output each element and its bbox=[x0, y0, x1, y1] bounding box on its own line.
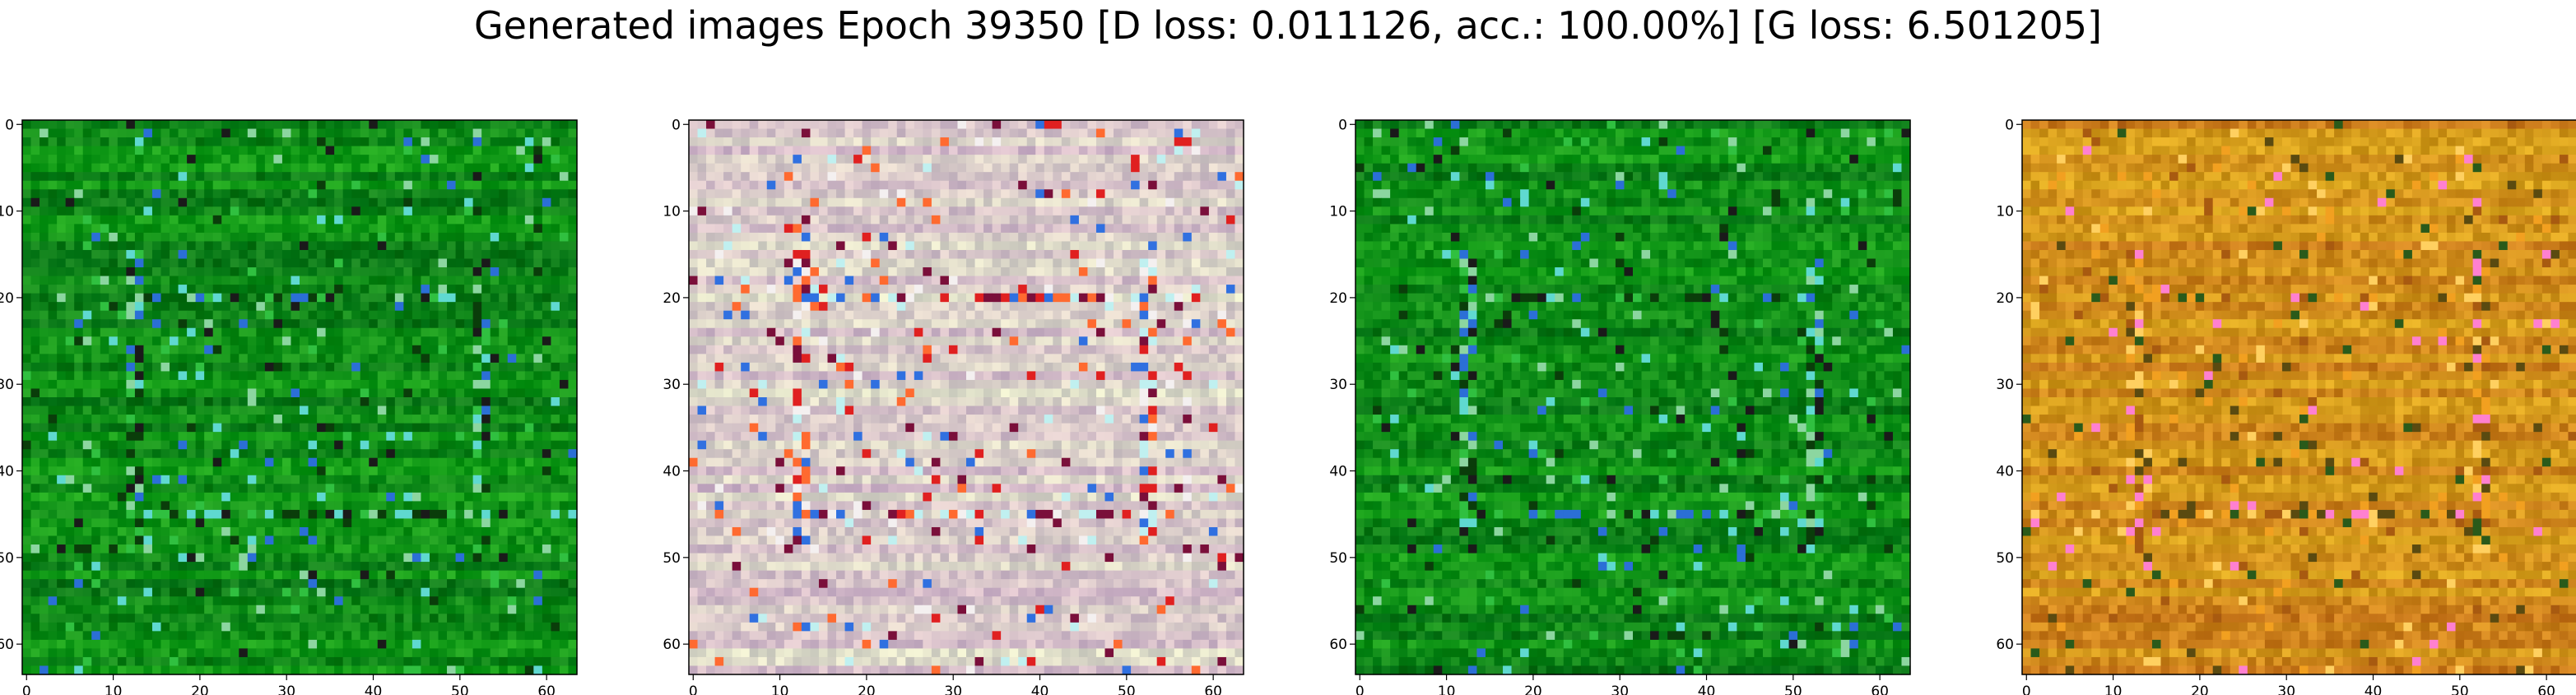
svg-text:30: 30 bbox=[0, 377, 14, 393]
x-tick-20: 20 bbox=[191, 674, 209, 695]
y-tick-10: 10 bbox=[1329, 204, 1355, 220]
x-tick-40: 40 bbox=[1031, 674, 1049, 695]
x-tick-20: 20 bbox=[1524, 674, 1542, 695]
figure-title: Generated images Epoch 39350 [D loss: 0.… bbox=[473, 3, 2103, 48]
x-tick-30: 30 bbox=[2277, 674, 2295, 695]
image-panel-3 bbox=[1355, 120, 1911, 675]
y-tick-50: 50 bbox=[0, 550, 22, 567]
x-tick-60: 60 bbox=[537, 674, 556, 695]
y-tick-60: 60 bbox=[1996, 637, 2022, 653]
y-tick-10: 10 bbox=[0, 204, 22, 220]
svg-text:50: 50 bbox=[451, 683, 469, 695]
y-tick-10: 10 bbox=[663, 204, 689, 220]
svg-text:40: 40 bbox=[0, 464, 14, 480]
axes-frame-1 bbox=[21, 119, 578, 675]
y-tick-20: 20 bbox=[1996, 290, 2022, 307]
image-panel-4 bbox=[2022, 120, 2576, 675]
x-tick-20: 20 bbox=[2191, 674, 2209, 695]
axes-frame-2 bbox=[688, 119, 1244, 675]
x-tick-30: 30 bbox=[1611, 674, 1629, 695]
x-tick-60: 60 bbox=[1871, 674, 1889, 695]
y-tick-30: 30 bbox=[0, 377, 22, 393]
x-tick-50: 50 bbox=[451, 674, 469, 695]
y-tick-20: 20 bbox=[0, 290, 22, 307]
x-tick-10: 10 bbox=[1438, 674, 1455, 695]
x-tick-10: 10 bbox=[105, 674, 123, 695]
svg-text:50: 50 bbox=[0, 550, 14, 567]
x-tick-40: 40 bbox=[1698, 674, 1715, 695]
x-tick-60: 60 bbox=[2537, 674, 2555, 695]
y-tick-60: 60 bbox=[0, 637, 22, 653]
x-tick-30: 30 bbox=[944, 674, 962, 695]
svg-text:60: 60 bbox=[0, 637, 14, 653]
svg-text:40: 40 bbox=[365, 683, 383, 695]
y-tick-40: 40 bbox=[1329, 464, 1355, 480]
x-tick-60: 60 bbox=[1204, 674, 1222, 695]
x-tick-40: 40 bbox=[365, 674, 383, 695]
svg-text:20: 20 bbox=[0, 290, 14, 307]
y-tick-50: 50 bbox=[663, 550, 689, 567]
svg-text:60: 60 bbox=[537, 683, 556, 695]
y-tick-50: 50 bbox=[1996, 550, 2022, 567]
y-tick-30: 30 bbox=[663, 377, 689, 393]
y-tick-0: 0 bbox=[2005, 117, 2022, 133]
y-tick-20: 20 bbox=[1329, 290, 1355, 307]
x-tick-0: 0 bbox=[689, 674, 698, 695]
y-tick-40: 40 bbox=[0, 464, 22, 480]
svg-text:30: 30 bbox=[277, 683, 295, 695]
x-tick-10: 10 bbox=[771, 674, 788, 695]
x-tick-50: 50 bbox=[1118, 674, 1136, 695]
x-tick-0: 0 bbox=[22, 674, 31, 695]
x-tick-50: 50 bbox=[1784, 674, 1802, 695]
x-tick-0: 0 bbox=[2022, 674, 2031, 695]
svg-text:0: 0 bbox=[5, 117, 14, 133]
y-tick-40: 40 bbox=[663, 464, 689, 480]
x-tick-40: 40 bbox=[2364, 674, 2382, 695]
x-tick-50: 50 bbox=[2451, 674, 2469, 695]
x-tick-30: 30 bbox=[277, 674, 295, 695]
image-panel-1 bbox=[22, 120, 578, 675]
svg-text:10: 10 bbox=[0, 204, 14, 220]
y-tick-20: 20 bbox=[663, 290, 689, 307]
y-tick-60: 60 bbox=[1329, 637, 1355, 653]
svg-text:20: 20 bbox=[191, 683, 209, 695]
y-tick-0: 0 bbox=[5, 117, 22, 133]
y-tick-40: 40 bbox=[1996, 464, 2022, 480]
y-tick-0: 0 bbox=[1338, 117, 1355, 133]
y-tick-50: 50 bbox=[1329, 550, 1355, 567]
svg-text:10: 10 bbox=[105, 683, 123, 695]
y-tick-30: 30 bbox=[1996, 377, 2022, 393]
y-tick-10: 10 bbox=[1996, 204, 2022, 220]
y-tick-60: 60 bbox=[663, 637, 689, 653]
x-tick-20: 20 bbox=[858, 674, 876, 695]
x-tick-0: 0 bbox=[1355, 674, 1365, 695]
y-tick-30: 30 bbox=[1329, 377, 1355, 393]
axes-frame-4 bbox=[2021, 119, 2576, 675]
svg-text:0: 0 bbox=[22, 683, 31, 695]
axes-frame-3 bbox=[1355, 119, 1911, 675]
image-panel-2 bbox=[689, 120, 1244, 675]
x-tick-10: 10 bbox=[2104, 674, 2122, 695]
y-tick-0: 0 bbox=[672, 117, 689, 133]
